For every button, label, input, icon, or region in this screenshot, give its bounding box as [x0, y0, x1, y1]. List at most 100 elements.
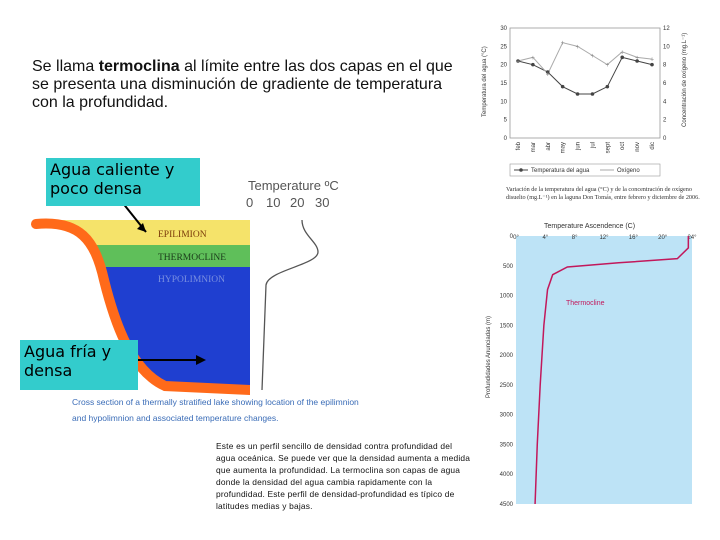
oxygen-point: +: [605, 62, 609, 69]
oxygen-point: +: [620, 49, 624, 56]
lake-axis-title: Temperature ºC: [248, 178, 339, 193]
thermocline-label: THERMOCLINE: [158, 253, 226, 263]
left-tick-label: 15: [500, 81, 507, 87]
ocean-y-tick: 3500: [500, 442, 514, 448]
ocean-title: Temperature Ascendence (C): [544, 223, 635, 230]
callout-warm-water: Agua caliente y poco densa: [46, 158, 200, 206]
intro-bold-term: termoclina: [98, 58, 180, 75]
ocean-y-tick: 500: [503, 264, 514, 270]
thermocline-annotation: Thermocline: [566, 300, 605, 307]
ocean-x-tick: 0°: [513, 235, 519, 241]
monthly-left-ticks: 0 5 10 15 20 25 30: [500, 26, 507, 142]
left-tick-label: 5: [504, 118, 508, 124]
monthly-left-axis-label: Temperatura del agua (°C): [482, 46, 488, 117]
right-tick-label: 6: [663, 81, 667, 87]
hot-arrow-head: [137, 223, 146, 232]
ocean-y-axis-label: Profundidades Anunciadas (m): [486, 316, 492, 398]
intro-text: Se llama termoclina al límite entre las …: [32, 58, 462, 112]
hypolimnion-label: HYPOLIMNION: [158, 275, 225, 285]
ocean-y-tick: 1000: [500, 294, 514, 300]
ocean-y-tick: 4000: [500, 472, 514, 478]
right-tick-label: 8: [663, 63, 667, 69]
ocean-y-tick: 3000: [500, 413, 514, 419]
ocean-x-tick: 20°: [658, 235, 668, 241]
ocean-x-tick: 24°: [687, 235, 697, 241]
thermocline-layer: [60, 245, 250, 267]
month-label: mar: [531, 142, 537, 152]
temperature-point: [545, 70, 550, 74]
epilimnion-label: EPILIMION: [158, 230, 207, 240]
monthly-right-axis-label: Concentración de oxígeno (mg.L⁻¹): [682, 33, 688, 127]
month-label: nov: [635, 142, 641, 152]
cold-arrow-head: [196, 355, 206, 365]
temperature-point: [635, 59, 639, 63]
temperature-point: [590, 92, 595, 96]
right-tick-label: 0: [663, 136, 667, 142]
intro-after: al límite entre las dos capas en el que …: [32, 58, 453, 111]
lake-tick: 10: [266, 195, 280, 210]
lake-tick: 0: [246, 195, 253, 210]
lake-cross-section: EPILIMION THERMOCLINE HYPOLIMNION Temper…: [0, 178, 359, 430]
oxygen-series-line: [517, 42, 653, 75]
monthly-right-ticks: 0 2 4 6 8 10 12: [663, 26, 670, 142]
left-tick-label: 25: [500, 44, 507, 50]
ocean-y-tick: 1500: [500, 323, 514, 329]
ocean-x-tick: 16°: [629, 235, 639, 241]
oxygen-series-points: + + + + + + + + + +: [516, 40, 654, 78]
intro-before: Se llama: [32, 58, 99, 75]
month-label: jun: [576, 142, 582, 151]
legend-oxy-label: Oxígeno: [617, 168, 640, 174]
ocean-temperature-curve: [534, 236, 690, 505]
temperature-point: [531, 62, 535, 67]
left-tick-label: 30: [500, 26, 507, 32]
callout-cold-water: Agua fría y densa: [20, 340, 138, 390]
lake-caption-line1: Cross section of a thermally stratified …: [72, 397, 359, 407]
ocean-y-tick: 2000: [500, 353, 514, 359]
left-tick-label: 0: [504, 136, 508, 142]
monthly-month-labels: feb mar abr may jun jul sept oct nov dic: [516, 141, 656, 153]
oxygen-point: +: [576, 44, 580, 51]
ocean-y-tick: 4500: [500, 502, 514, 508]
temperature-point: [516, 59, 520, 63]
lake-tick: 30: [315, 195, 329, 210]
monthly-plot-frame: [509, 27, 661, 139]
lake-tick: 20: [290, 195, 304, 210]
month-label: may: [561, 142, 567, 153]
ocean-y-ticks: 0 500 1000 1500 2000 2500 3000 3500 4000 4500: [500, 234, 514, 508]
oxygen-point: +: [561, 40, 565, 47]
left-tick-label: 10: [500, 99, 507, 105]
lake-temperature-profile: [261, 219, 319, 391]
right-tick-label: 2: [663, 118, 667, 124]
lake-caption-line2: and hypolimnion and associated temperatu…: [72, 413, 279, 423]
lake-shore: [31, 218, 255, 395]
month-label: abr: [546, 142, 552, 151]
right-tick-label: 10: [663, 44, 670, 50]
temperature-point: [605, 84, 610, 89]
oxygen-point: +: [635, 55, 639, 62]
temperature-series-points: [516, 55, 654, 96]
ocean-x-tick: 4°: [542, 235, 548, 241]
monthly-caption: Variación de la temperatura del agua (°C…: [506, 186, 700, 201]
temperature-point: [620, 55, 625, 60]
month-label: jul: [590, 142, 596, 149]
right-tick-label: 4: [663, 99, 667, 105]
month-label: dic: [650, 142, 656, 150]
profile-bg: [250, 218, 330, 398]
monthly-chart: Temperatura del agua (°C) Concentración …: [482, 26, 688, 177]
temperature-point: [560, 84, 565, 89]
legend-temp-marker: [519, 168, 523, 172]
right-tick-label: 12: [663, 26, 670, 32]
ocean-x-tick: 8°: [572, 235, 578, 241]
ocean-plot-area: [516, 236, 692, 504]
oxygen-point: +: [531, 55, 535, 62]
temperature-point: [650, 62, 654, 67]
oxygen-point: +: [650, 57, 654, 64]
ocean-y-tick: 0: [510, 234, 514, 240]
oxygen-point: +: [590, 53, 594, 60]
oxygen-point: +: [516, 59, 520, 66]
oxygen-point: +: [546, 71, 550, 78]
monthly-legend-box: [509, 163, 661, 177]
ocean-profile-chart: Temperature Ascendence (C) 0° 4° 8° 12° 16° 2…: [476, 216, 706, 508]
month-label: sept: [605, 142, 611, 154]
legend-temp-label: Temperatura del agua: [531, 168, 590, 174]
